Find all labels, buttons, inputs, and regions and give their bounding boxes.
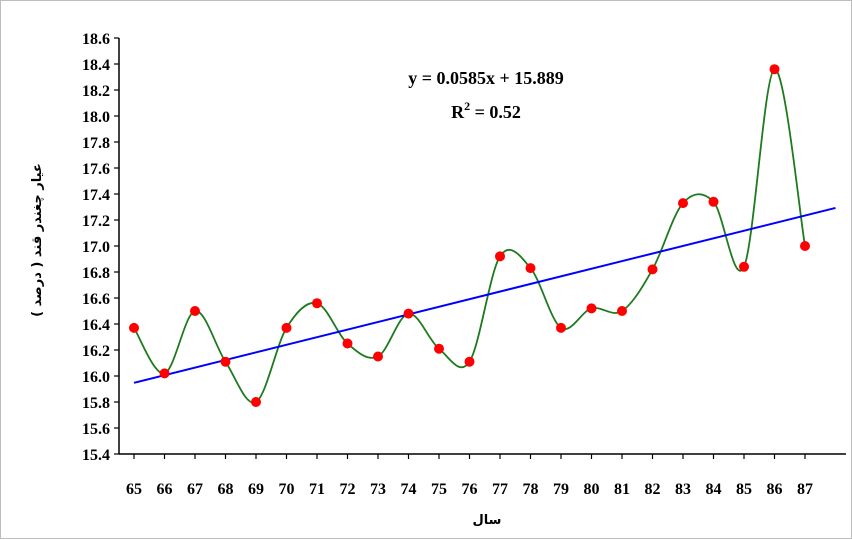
x-tick-label: 80: [584, 481, 600, 498]
x-tick-label: 66: [157, 481, 173, 498]
y-tick-label: 18.0: [82, 109, 110, 126]
data-point: [617, 306, 627, 316]
trend-equation: y = 0.0585x + 15.889: [408, 68, 564, 88]
linear-trendline: [133, 206, 836, 384]
y-tick-label: 16.6: [82, 291, 110, 308]
y-tick-label: 17.0: [82, 239, 110, 256]
x-axis-label: سال: [473, 513, 502, 528]
data-point: [434, 343, 444, 354]
x-tick-label: 65: [126, 481, 142, 498]
x-tick-label: 87: [797, 481, 813, 498]
x-tick-label: 85: [736, 481, 752, 498]
x-tick-label: 73: [370, 481, 386, 498]
data-point: [708, 196, 719, 207]
x-tick-label: 70: [279, 481, 295, 498]
y-tick-label: 16.0: [82, 369, 110, 386]
x-tick-label: 67: [187, 481, 203, 498]
y-tick-label: 15.6: [82, 421, 110, 438]
y-tick-label: 17.8: [82, 135, 110, 152]
r-squared-label: R2 = 0.52: [451, 99, 521, 122]
data-point: [220, 356, 231, 367]
data-point: [190, 306, 200, 316]
x-tick-label: 78: [523, 481, 539, 498]
y-axis-label: عیار چغندر قند ( درصد ): [30, 163, 45, 317]
data-point: [678, 198, 688, 209]
y-tick-label: 15.4: [82, 447, 110, 464]
x-tick-label: 83: [675, 481, 691, 498]
data-point: [464, 356, 475, 367]
data-point: [342, 338, 353, 349]
r-squared-value: = 0.52: [470, 102, 521, 122]
y-tick-label: 15.8: [82, 395, 110, 412]
r-squared-superscript: 2: [464, 99, 470, 113]
data-point: [556, 322, 566, 333]
data-point: [769, 64, 780, 75]
y-tick-label: 16.2: [82, 343, 110, 360]
x-tick-label: 74: [401, 481, 417, 498]
y-tick-label: 17.6: [82, 161, 110, 178]
y-tick-label: 16.4: [82, 317, 110, 334]
data-points: [129, 64, 810, 407]
y-tick-label: 17.2: [82, 213, 110, 230]
r-squared-prefix: R: [451, 102, 465, 122]
x-axis-ticks: 65 66 67 68 69 70 71 72 73 74 75 76 77 78 79 80 81 82 83 84…: [126, 454, 813, 498]
data-point: [129, 322, 139, 333]
data-point: [159, 368, 170, 379]
data-point: [403, 308, 414, 319]
x-tick-label: 84: [706, 481, 722, 498]
x-tick-label: 82: [645, 481, 661, 498]
x-tick-label: 72: [340, 481, 356, 498]
y-tick-label: 18.4: [82, 57, 110, 74]
x-tick-label: 86: [767, 481, 783, 498]
y-tick-label: 17.4: [82, 187, 110, 204]
y-tick-label: 18.2: [82, 83, 110, 100]
data-point: [647, 264, 658, 275]
y-axis-ticks: 15.4 15.6 15.8 16.0 16.2 16.4 16.6 16.8 17.0 17.2…: [82, 31, 119, 464]
data-point: [525, 263, 536, 274]
data-point: [586, 303, 597, 314]
x-tick-label: 79: [553, 481, 569, 498]
x-tick-label: 71: [309, 481, 325, 498]
data-point: [739, 261, 749, 272]
x-tick-label: 75: [431, 481, 447, 498]
x-tick-label: 76: [462, 481, 478, 498]
data-point: [281, 322, 292, 333]
x-tick-label: 81: [614, 481, 630, 498]
data-point: [800, 241, 810, 251]
data-point: [373, 351, 383, 362]
x-tick-label: 77: [492, 481, 508, 498]
data-point: [312, 298, 322, 309]
axes: [118, 38, 846, 455]
x-tick-label: 69: [248, 481, 264, 498]
y-tick-label: 18.6: [82, 31, 110, 48]
data-point: [251, 397, 261, 407]
x-tick-label: 68: [218, 481, 234, 498]
y-tick-label: 16.8: [82, 265, 110, 282]
data-point: [495, 251, 505, 262]
